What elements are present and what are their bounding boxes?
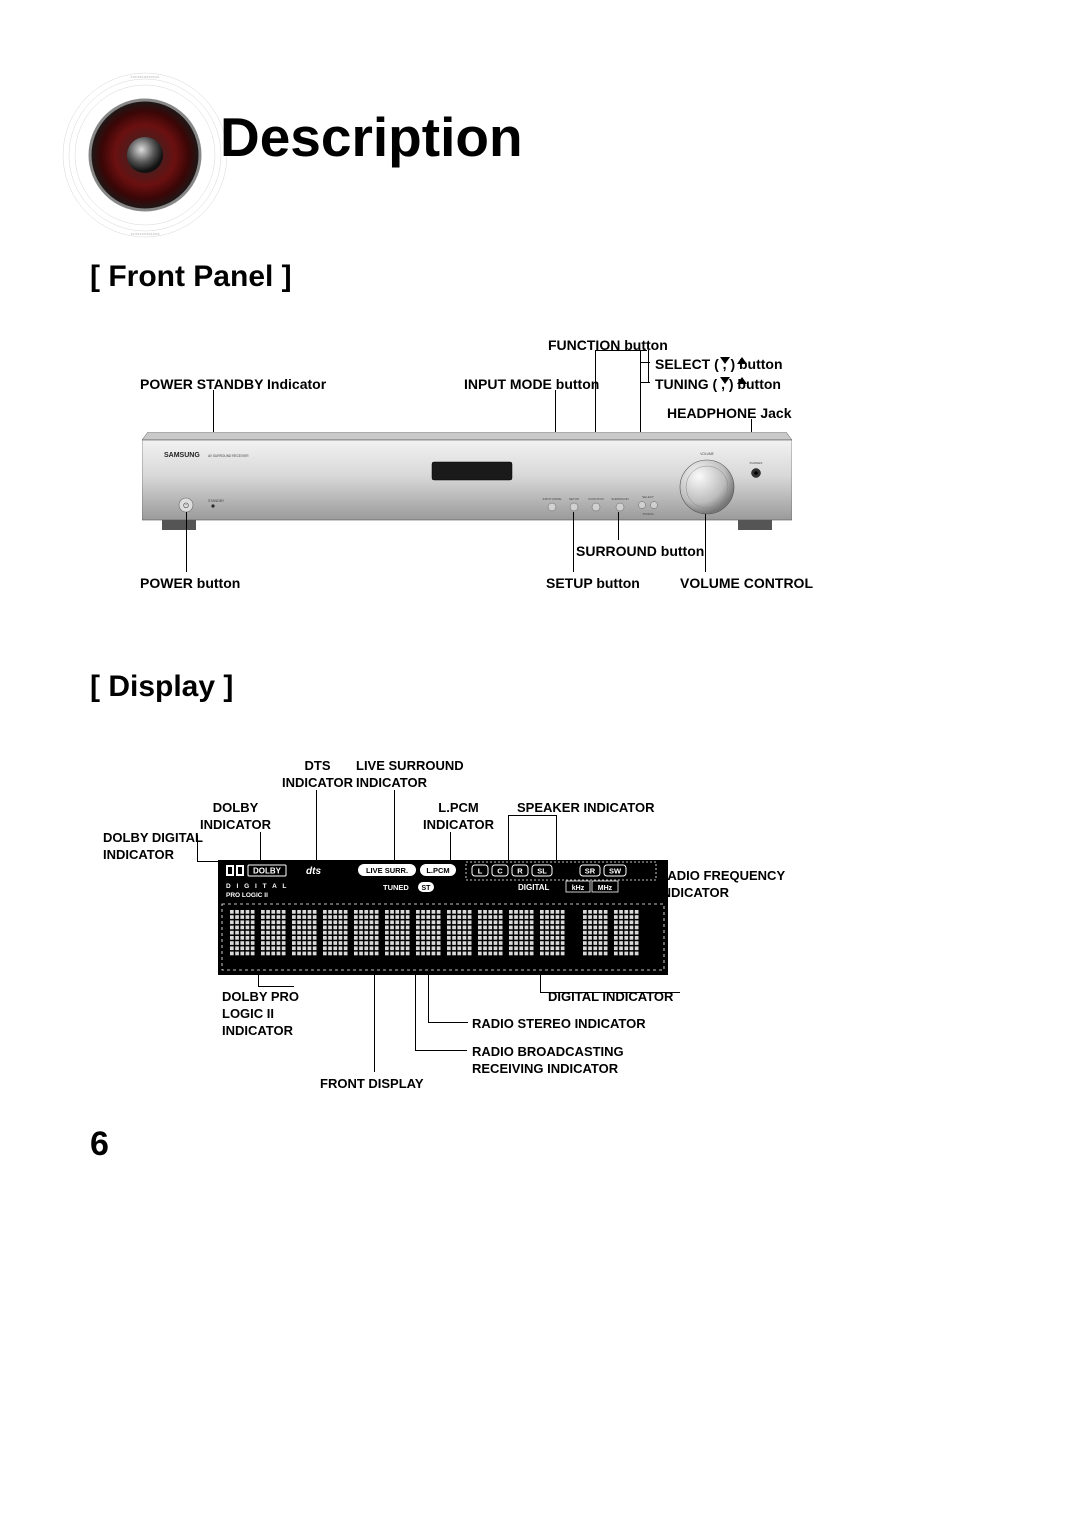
callout-dolby-digital-indicator: DOLBY DIGITAL INDICATOR <box>103 830 203 864</box>
leader-line <box>394 790 395 867</box>
svg-text:1010101010101010: 1010101010101010 <box>131 232 160 236</box>
page-title: Description <box>220 105 523 169</box>
svg-text:kHz: kHz <box>572 885 585 892</box>
svg-text:L.PCM: L.PCM <box>426 866 449 875</box>
callout-tuning-button: TUNING ( , ) button <box>655 375 781 393</box>
leader-line <box>640 382 650 383</box>
callout-select-button: SELECT ( , ) button <box>655 355 783 373</box>
callout-dts-indicator: DTS INDICATOR <box>282 758 353 792</box>
leader-line <box>186 512 187 572</box>
callout-input-mode-button: INPUT MODE button <box>464 375 599 393</box>
callout-volume-control: VOLUME CONTROL <box>680 574 813 592</box>
callout-function-button: FUNCTION button <box>548 336 668 354</box>
leader-line <box>648 350 649 382</box>
svg-text:LIVE SURR.: LIVE SURR. <box>366 866 408 875</box>
display-panel-figure: DOLBY dts LIVE SURR. L.PCM L C R SL <box>218 860 668 975</box>
section-title-display: [ Display ] <box>90 670 233 704</box>
leader-line <box>640 362 650 363</box>
callout-headphone-jack: HEADPHONE Jack <box>667 404 792 422</box>
svg-text:⏻: ⏻ <box>183 502 189 510</box>
leader-line <box>415 1050 467 1051</box>
svg-text:STANDBY: STANDBY <box>208 499 225 503</box>
svg-text:D I G I T A L: D I G I T A L <box>226 883 288 890</box>
callout-live-surround-indicator: LIVE SURROUND INDICATOR <box>356 758 464 792</box>
brand-label: SAMSUNG <box>164 452 200 459</box>
svg-text:AV SURROUND RECEIVER: AV SURROUND RECEIVER <box>208 454 249 458</box>
callout-setup-button: SETUP button <box>546 574 640 592</box>
callout-dolby-prologic-indicator: DOLBY PRO LOGIC II INDICATOR <box>222 989 299 1040</box>
svg-text:SW: SW <box>609 867 622 876</box>
callout-dolby-indicator: DOLBY INDICATOR <box>200 800 271 834</box>
svg-text:TUNED: TUNED <box>383 883 409 892</box>
leader-line <box>705 514 706 572</box>
svg-text:R: R <box>517 867 523 876</box>
page-number: 6 <box>90 1125 109 1164</box>
svg-text:0101010101010101: 0101010101010101 <box>131 75 160 79</box>
svg-text:VOLUME: VOLUME <box>700 452 713 456</box>
callout-power-button: POWER button <box>140 574 240 592</box>
leader-line <box>258 986 294 987</box>
callout-power-standby: POWER STANDBY Indicator <box>140 375 326 393</box>
svg-text:SELECT: SELECT <box>642 495 654 499</box>
svg-text:SURROUND: SURROUND <box>611 497 629 501</box>
svg-text:FUNCTION: FUNCTION <box>588 497 604 501</box>
svg-text:MHz: MHz <box>598 885 613 892</box>
svg-text:DOLBY: DOLBY <box>253 867 282 876</box>
callout-lpcm-indicator: L.PCM INDICATOR <box>423 800 494 834</box>
leader-line <box>316 790 317 867</box>
callout-radio-frequency-indicator: RADIO FREQUENCY INDICATOR <box>658 868 785 902</box>
leader-line <box>508 815 556 816</box>
svg-text:INPUT MODE: INPUT MODE <box>543 497 562 501</box>
svg-text:C: C <box>497 867 503 876</box>
svg-text:ST: ST <box>422 885 432 892</box>
svg-text:SR: SR <box>585 867 596 876</box>
front-panel-device-figure: SAMSUNG AV SURROUND RECEIVER ⏻ STANDBY I… <box>142 432 792 532</box>
speaker-decorative-graphic: 0101010101010101 1010101010101010 <box>60 70 230 240</box>
leader-line <box>540 992 680 993</box>
svg-text:DIGITAL: DIGITAL <box>518 883 550 892</box>
tuning-arrows-icon <box>720 375 750 389</box>
svg-text:TUNING: TUNING <box>642 512 654 516</box>
leader-line <box>197 835 198 861</box>
callout-surround-button: SURROUND button <box>576 542 704 560</box>
svg-text:SETUP: SETUP <box>569 497 579 501</box>
leader-line <box>428 1022 468 1023</box>
callout-radio-stereo-indicator: RADIO STEREO INDICATOR <box>472 1016 646 1033</box>
select-arrows-icon <box>720 355 750 369</box>
svg-text:PRO LOGIC II: PRO LOGIC II <box>226 892 268 899</box>
svg-text:dts: dts <box>306 866 321 877</box>
leader-line <box>618 512 619 540</box>
leader-line <box>374 972 375 1072</box>
leader-line <box>573 512 574 572</box>
svg-text:L: L <box>478 867 483 876</box>
callout-front-display: FRONT DISPLAY <box>320 1076 424 1093</box>
section-title-front-panel: [ Front Panel ] <box>90 260 292 294</box>
svg-text:SL: SL <box>537 867 547 876</box>
callout-radio-broadcasting-indicator: RADIO BROADCASTING RECEIVING INDICATOR <box>472 1044 624 1078</box>
svg-text:PHONES: PHONES <box>750 461 763 465</box>
